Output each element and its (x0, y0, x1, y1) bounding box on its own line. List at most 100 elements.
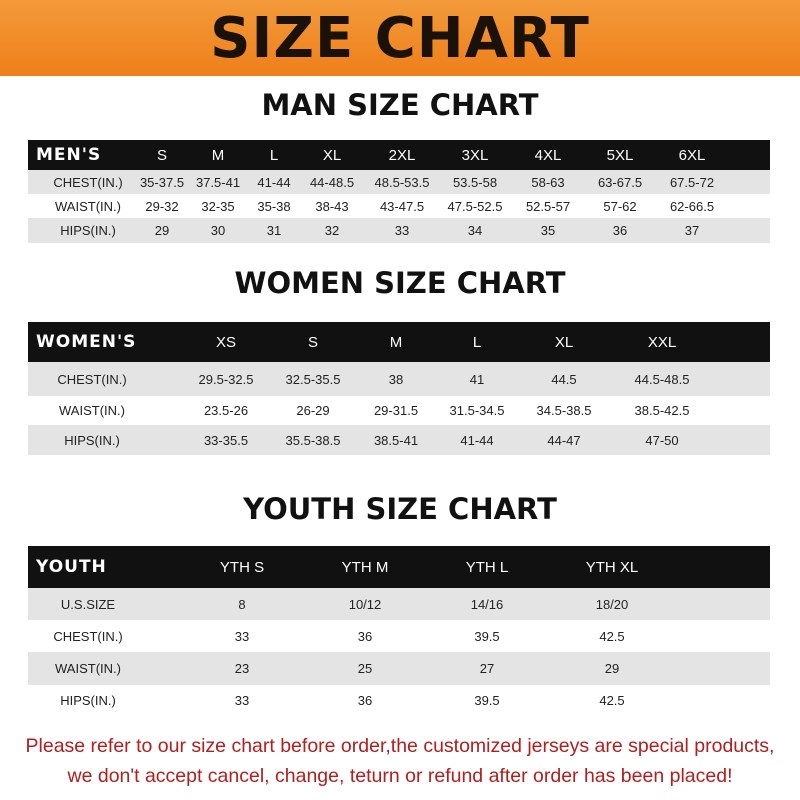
table-cell: 38.5-41 (373, 432, 419, 448)
size-header-cell: YTH S (219, 558, 265, 576)
table-cell: 33 (234, 693, 250, 708)
men-size-table: MEN'S S M L XL 2XL 3XL 4XL 5XL 6XL CHEST(IN.) 35-37… (28, 140, 770, 243)
row-label: U.S.SIZE (60, 596, 116, 612)
table-cell: 36 (357, 628, 373, 644)
row-label: CHEST(IN.) (53, 174, 123, 190)
table-cell: 44-47 (547, 432, 581, 448)
size-header-cell: 5XL (606, 146, 634, 164)
table-cell: 39.5 (474, 628, 500, 644)
table-cell: 42.5 (599, 693, 625, 708)
table-row: HIPS(IN.) 29 30 31 32 33 34 35 36 37 (28, 218, 770, 243)
table-cell: 33 (394, 223, 410, 238)
table-cell: 35-38 (257, 198, 291, 214)
table-cell: 37.5-41 (195, 174, 241, 190)
table-cell: 57-62 (603, 198, 637, 214)
table-cell: 33-35.5 (203, 432, 249, 448)
table-cell: 32.5-35.5 (285, 371, 341, 387)
table-cell: 29-31.5 (373, 403, 419, 418)
table-row: U.S.SIZE 8 10/12 14/16 18/20 (28, 588, 770, 620)
table-cell: 38.5-42.5 (634, 403, 690, 418)
table-cell: 10/12 (348, 596, 382, 612)
notice-line-1: Please refer to our size chart before or… (25, 735, 775, 757)
table-cell: 14/16 (470, 596, 504, 612)
table-cell: 23.5-26 (203, 403, 249, 418)
table-header-row: YOUTH YTH S YTH M YTH L YTH XL (28, 546, 770, 588)
table-row: CHEST(IN.) 29.5-32.5 32.5-35.5 38 41 44.5 44.5… (28, 362, 770, 396)
notice-line-2: we don't accept cancel, change, teturn o… (67, 765, 733, 787)
table-cell: 8 (238, 596, 246, 612)
table-cell: 42.5 (599, 628, 625, 644)
table-cell: 47-50 (645, 432, 679, 448)
table-cell: 30 (210, 223, 226, 238)
size-header-cell: XXL (647, 333, 677, 351)
row-label: WAIST(IN.) (55, 198, 121, 214)
size-header-cell: YTH L (465, 558, 509, 576)
table-title-cell: WOMEN'S (36, 332, 137, 352)
youth-size-table: YOUTH YTH S YTH M YTH L YTH XL U.S.SIZE 8 10/12… (28, 546, 770, 716)
table-title-cell: YOUTH (36, 557, 107, 577)
table-cell: 53.5-58 (452, 174, 498, 190)
size-header-cell: XS (215, 333, 237, 351)
women-size-table: WOMEN'S XS S M L XL XXL CHEST(IN.) 29.5-32.5 32.5… (28, 322, 770, 455)
row-label: CHEST(IN.) (57, 371, 127, 387)
table-cell: 35 (540, 223, 556, 238)
size-header-cell: M (389, 333, 403, 351)
table-cell: 41-44 (257, 174, 291, 190)
table-cell: 37 (684, 223, 700, 238)
size-header-cell: XL (554, 333, 574, 351)
table-cell: 27 (479, 661, 495, 676)
table-cell: 29.5-32.5 (198, 371, 254, 387)
table-cell: 43-47.5 (379, 198, 425, 214)
size-chart-banner: SIZE CHART (0, 0, 800, 76)
table-cell: 36 (612, 223, 628, 238)
size-header-cell: 2XL (388, 146, 416, 164)
table-cell: 63-67.5 (597, 174, 643, 190)
row-label: HIPS(IN.) (60, 223, 116, 238)
table-cell: 29 (154, 223, 170, 238)
table-header-row: WOMEN'S XS S M L XL XXL (28, 322, 770, 362)
size-header-cell: M (211, 146, 225, 164)
women-title: WOMEN SIZE CHART (234, 266, 566, 300)
table-cell: 18/20 (595, 596, 629, 612)
table-cell: 39.5 (474, 693, 500, 708)
size-header-cell: XL (322, 146, 342, 164)
table-cell: 23 (234, 661, 250, 676)
youth-title: YOUTH SIZE CHART (243, 492, 557, 526)
size-header-cell: L (472, 333, 482, 351)
table-cell: 34.5-38.5 (536, 403, 592, 418)
row-label: WAIST(IN.) (55, 661, 121, 676)
table-cell: 48.5-53.5 (374, 174, 430, 190)
table-cell: 29-32 (145, 198, 179, 214)
table-cell: 44-48.5 (309, 174, 355, 190)
table-cell: 31 (266, 223, 282, 238)
table-row: WAIST(IN.) 23.5-26 26-29 29-31.5 31.5-34.5 34… (28, 396, 770, 425)
table-cell: 44.5-48.5 (634, 371, 690, 387)
row-label: HIPS(IN.) (60, 693, 116, 708)
table-cell: 34 (467, 223, 483, 238)
table-cell: 32 (324, 223, 340, 238)
table-cell: 35-37.5 (139, 174, 185, 190)
table-cell: 58-63 (531, 174, 565, 190)
table-row: HIPS(IN.) 33 36 39.5 42.5 (28, 685, 770, 716)
size-header-cell: YTH M (341, 558, 389, 576)
table-cell: 67.5-72 (669, 174, 715, 190)
row-label: HIPS(IN.) (64, 432, 120, 448)
table-cell: 32-35 (201, 198, 235, 214)
table-cell: 26-29 (296, 403, 330, 418)
table-cell: 36 (357, 693, 373, 708)
banner-title: SIZE CHART (210, 5, 590, 71)
table-cell: 35.5-38.5 (285, 432, 341, 448)
table-cell: 41 (469, 371, 485, 387)
table-row: WAIST(IN.) 23 25 27 29 (28, 652, 770, 685)
table-cell: 47.5-52.5 (447, 198, 503, 214)
size-header-cell: L (269, 146, 279, 164)
table-cell: 62-66.5 (669, 198, 715, 214)
table-cell: 38-43 (315, 198, 349, 214)
table-row: HIPS(IN.) 33-35.5 35.5-38.5 38.5-41 41-44 44-… (28, 425, 770, 455)
table-cell: 41-44 (460, 432, 494, 448)
size-header-cell: YTH XL (585, 558, 639, 576)
size-header-cell: S (156, 146, 168, 164)
table-header-row: MEN'S S M L XL 2XL 3XL 4XL 5XL 6XL (28, 140, 770, 170)
size-header-cell: 4XL (534, 146, 562, 164)
table-cell: 38 (388, 371, 404, 387)
